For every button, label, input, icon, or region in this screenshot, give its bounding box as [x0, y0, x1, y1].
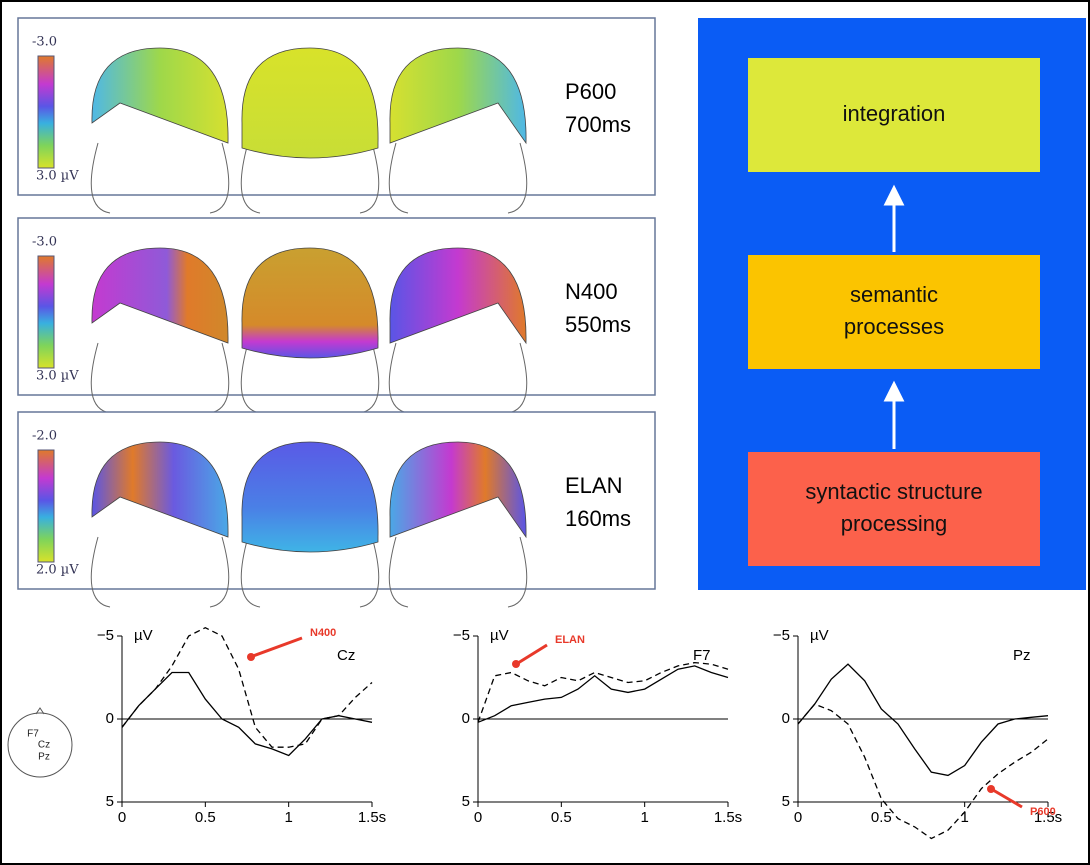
color-bar	[38, 256, 54, 368]
y-tick-label: 5	[106, 793, 114, 810]
x-tick-label: 0	[794, 809, 802, 826]
process-label: integration	[843, 101, 946, 126]
x-tick-label: 1.5s	[714, 809, 742, 826]
latency-label: 160ms	[565, 506, 631, 531]
scale-top: -2.0	[32, 429, 57, 444]
slide: -3.0 3.0 µV P600 700ms -3.0 3.0 µV N400 550ms -2…	[0, 0, 1090, 865]
y-unit: µV	[810, 627, 829, 644]
scale-top: -3.0	[32, 35, 57, 50]
scale-top: -3.0	[32, 235, 57, 250]
x-tick-label: 1.5s	[358, 809, 386, 826]
y-unit: µV	[134, 627, 153, 644]
y-tick-label: 5	[462, 793, 470, 810]
y-unit: µV	[490, 627, 509, 644]
annotation-label: P600	[1030, 806, 1056, 818]
electrode-label: F7	[27, 729, 39, 740]
color-bar	[38, 450, 54, 562]
y-tick-label: −5	[97, 627, 114, 644]
scale-bottom: 2.0 µV	[36, 563, 79, 578]
process-box	[748, 255, 1040, 369]
process-label: syntactic structure	[805, 479, 982, 504]
x-tick-label: 0	[118, 809, 126, 826]
process-label: semantic	[850, 282, 938, 307]
y-tick-label: 5	[782, 793, 790, 810]
annotation-label: N400	[310, 627, 336, 639]
y-tick-label: −5	[453, 627, 470, 644]
process-box	[748, 452, 1040, 566]
x-tick-label: 1	[640, 809, 648, 826]
y-tick-label: −5	[773, 627, 790, 644]
color-bar	[38, 56, 54, 168]
annotation-arrowhead	[247, 653, 255, 661]
component-label: ELAN	[565, 473, 622, 498]
y-tick-label: 0	[106, 710, 114, 727]
electrode-label: Cz	[38, 740, 50, 751]
process-label: processing	[841, 511, 947, 536]
scale-bottom: 3.0 µV	[36, 369, 79, 384]
x-tick-label: 0.5	[195, 809, 216, 826]
x-tick-label: 1	[284, 809, 292, 826]
annotation-arrowhead	[512, 660, 520, 668]
x-tick-label: 0.5	[871, 809, 892, 826]
latency-label: 550ms	[565, 312, 631, 337]
y-tick-label: 0	[782, 710, 790, 727]
electrode-title: Cz	[337, 647, 355, 664]
component-label: N400	[565, 279, 618, 304]
electrode-label: Pz	[38, 752, 50, 763]
scale-bottom: 3.0 µV	[36, 169, 79, 184]
latency-label: 700ms	[565, 112, 631, 137]
y-tick-label: 0	[462, 710, 470, 727]
page: -3.0 3.0 µV P600 700ms -3.0 3.0 µV N400 550ms -2…	[0, 0, 1090, 865]
annotation-arrowhead	[987, 785, 995, 793]
process-label: processes	[844, 314, 944, 339]
annotation-label: ELAN	[555, 634, 585, 646]
electrode-title: F7	[693, 647, 711, 664]
x-tick-label: 0	[474, 809, 482, 826]
component-label: P600	[565, 79, 616, 104]
electrode-title: Pz	[1013, 647, 1031, 664]
x-tick-label: 0.5	[551, 809, 572, 826]
